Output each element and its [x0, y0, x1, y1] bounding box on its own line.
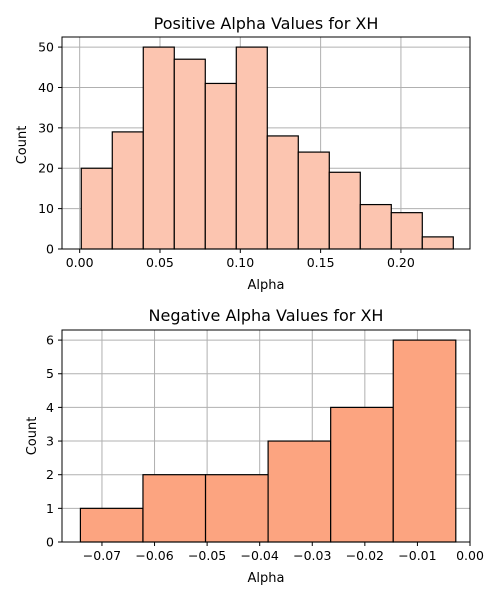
- axes-frame: [61, 36, 471, 250]
- y-tick-label: 10: [38, 201, 54, 216]
- bars: [80, 46, 454, 250]
- x-ticks: 0.00 0.05 0.10 0.15 0.20: [66, 249, 415, 270]
- plot-frame: [61, 36, 471, 250]
- negative-alpha-histogram: Negative Alpha Values for XH Alpha Count…: [25, 306, 484, 586]
- histogram-bar: [421, 236, 454, 250]
- histogram-bar: [204, 474, 269, 543]
- y-ticks: 0 1 2 3 4 5 6: [46, 333, 62, 550]
- x-tick-label: −0.01: [398, 548, 436, 563]
- x-tick-label: 0.20: [387, 255, 415, 270]
- histogram-bar: [173, 58, 206, 250]
- histogram-bar: [111, 131, 144, 250]
- y-tick-label: 3: [46, 434, 54, 449]
- axes-frame: [61, 329, 471, 543]
- x-tick-label: 0.15: [307, 255, 335, 270]
- histogram-bar: [204, 82, 237, 250]
- y-tick-label: 4: [46, 400, 54, 415]
- x-tick-label: −0.04: [241, 548, 279, 563]
- histogram-bar: [359, 203, 392, 250]
- x-tick-label: −0.03: [293, 548, 331, 563]
- y-tick-label: 0: [46, 535, 54, 550]
- histogram-bar: [267, 440, 332, 543]
- y-axis-label: Count: [25, 417, 40, 456]
- histogram-bar: [235, 46, 268, 250]
- histogram-bar: [142, 46, 175, 250]
- y-ticks: 0 10 20 30 40 50: [38, 40, 62, 257]
- x-tick-label: 0.05: [146, 255, 174, 270]
- y-tick-label: 1: [46, 501, 54, 516]
- chart-title: Positive Alpha Values for XH: [154, 14, 379, 33]
- x-tick-label: 0.10: [226, 255, 254, 270]
- x-tick-label: −0.02: [346, 548, 384, 563]
- histogram-bar: [80, 167, 113, 250]
- x-tick-label: −0.06: [135, 548, 173, 563]
- histogram-bar: [330, 406, 394, 543]
- chart-title: Negative Alpha Values for XH: [149, 306, 384, 325]
- x-axis-label: Alpha: [248, 571, 285, 586]
- positive-alpha-histogram: Positive Alpha Values for XH Alpha Count…: [15, 14, 471, 293]
- y-tick-label: 0: [46, 242, 54, 257]
- x-tick-label: −0.05: [188, 548, 226, 563]
- y-axis-label: Count: [15, 126, 30, 165]
- y-tick-label: 30: [38, 120, 54, 135]
- y-tick-label: 20: [38, 161, 54, 176]
- histogram-bar: [142, 474, 207, 543]
- histogram-bar: [266, 135, 299, 250]
- histogram-bar: [392, 339, 457, 543]
- bars: [79, 339, 457, 543]
- plot-frame: [61, 329, 471, 543]
- histogram-bar: [297, 151, 330, 250]
- x-axis-label: Alpha: [248, 278, 285, 293]
- y-tick-label: 40: [38, 80, 54, 95]
- histogram-bar: [328, 171, 361, 250]
- x-tick-label: −0.07: [83, 548, 121, 563]
- y-tick-label: 5: [46, 366, 54, 381]
- x-tick-label: 0.00: [456, 548, 484, 563]
- y-tick-label: 50: [38, 40, 54, 55]
- y-tick-label: 6: [46, 333, 54, 348]
- x-tick-label: 0.00: [66, 255, 94, 270]
- histogram-bar: [390, 212, 423, 250]
- x-ticks: −0.07 −0.06 −0.05 −0.04 −0.03 −0.02 −0.01 0.00: [83, 542, 484, 563]
- y-tick-label: 2: [46, 467, 54, 482]
- histogram-bar: [79, 507, 144, 543]
